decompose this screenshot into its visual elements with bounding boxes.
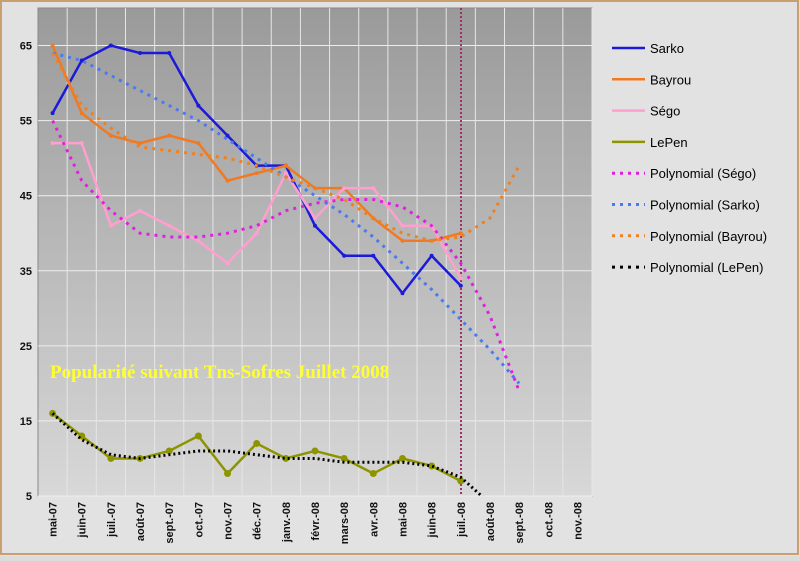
legend-label: Ségo [650,104,680,119]
x-tick-label: sept.-07 [164,502,176,544]
x-tick-label: mai-07 [48,502,60,537]
data-point [340,454,348,462]
data-point [108,133,113,138]
data-point [224,469,232,477]
data-point [167,51,172,56]
legend-label: Polynomial (Sarko) [650,198,760,213]
series-line [51,52,521,243]
data-point [400,238,405,243]
data-point [79,58,84,63]
x-tick-label: mai-08 [397,502,409,537]
x-tick-label: mars-08 [339,502,351,544]
series-line [51,412,484,496]
series-line [51,119,521,392]
data-point [167,133,172,138]
legend-label: Polynomial (Ségo) [650,166,756,181]
data-point [196,103,201,108]
data-point [253,439,261,447]
legend-label: Polynomial (LePen) [650,260,763,275]
y-tick-label: 5 [26,491,32,503]
data-point [50,43,55,48]
data-point [108,223,113,228]
data-point [371,186,376,191]
legend-label: Polynomial (Bayrou) [650,229,767,244]
data-point [283,163,288,168]
data-point [79,111,84,116]
data-point [138,208,143,213]
y-tick-label: 15 [20,416,32,428]
legend-label: Bayrou [650,72,691,87]
x-tick-label: sept.-08 [514,502,526,544]
data-point [342,186,347,191]
x-tick-label: juil.-07 [106,502,118,538]
data-point [194,432,202,440]
data-point [429,253,434,258]
x-tick-label: oct.-07 [193,502,205,537]
data-point [342,253,347,258]
data-point [400,291,405,296]
data-point [225,133,230,138]
data-point [400,223,405,228]
x-tick-label: août-07 [135,502,147,541]
data-point [254,171,259,176]
data-point [282,454,290,462]
data-point [311,447,319,455]
x-tick-label: déc.-07 [252,502,264,540]
x-tick-label: avr.-08 [368,502,380,537]
data-point [371,253,376,258]
data-point [165,447,173,455]
y-tick-label: 35 [20,266,32,278]
legend-label: Sarko [650,41,684,56]
x-tick-label: juil.-08 [456,502,468,538]
annotation: Popularité suivant Tns-Sofres Juillet 20… [50,362,389,383]
x-tick-label: juin-07 [77,502,89,538]
data-point [167,223,172,228]
data-point [398,454,406,462]
x-tick-label: nov.-08 [572,502,584,540]
data-point [79,141,84,146]
data-point [254,231,259,236]
data-point [225,178,230,183]
y-tick-label: 25 [20,341,32,353]
y-tick-label: 65 [20,41,32,53]
data-point [313,216,317,221]
x-tick-label: nov.-07 [223,502,235,540]
x-tick-label: août-08 [485,502,497,541]
x-tick-label: févr.-08 [310,502,322,541]
x-tick-label: oct.-08 [543,502,555,537]
data-point [50,141,55,146]
y-tick-label: 45 [20,191,32,203]
plot-area [37,7,593,497]
data-point [138,141,143,146]
data-point [458,276,463,281]
data-point [196,141,201,146]
data-point [225,261,230,266]
data-point [369,469,377,477]
x-tick-label: janv.-08 [281,502,293,543]
data-point [138,51,143,56]
legend-label: LePen [650,135,688,150]
data-point [313,223,317,228]
data-point [196,238,201,243]
data-point [108,43,113,48]
x-tick-label: juin-08 [427,502,439,538]
data-point [107,454,115,462]
data-point [50,111,55,116]
data-point [458,283,463,288]
y-tick-label: 55 [20,116,32,128]
data-point [457,477,465,485]
data-point [458,231,463,236]
data-point [283,171,288,176]
